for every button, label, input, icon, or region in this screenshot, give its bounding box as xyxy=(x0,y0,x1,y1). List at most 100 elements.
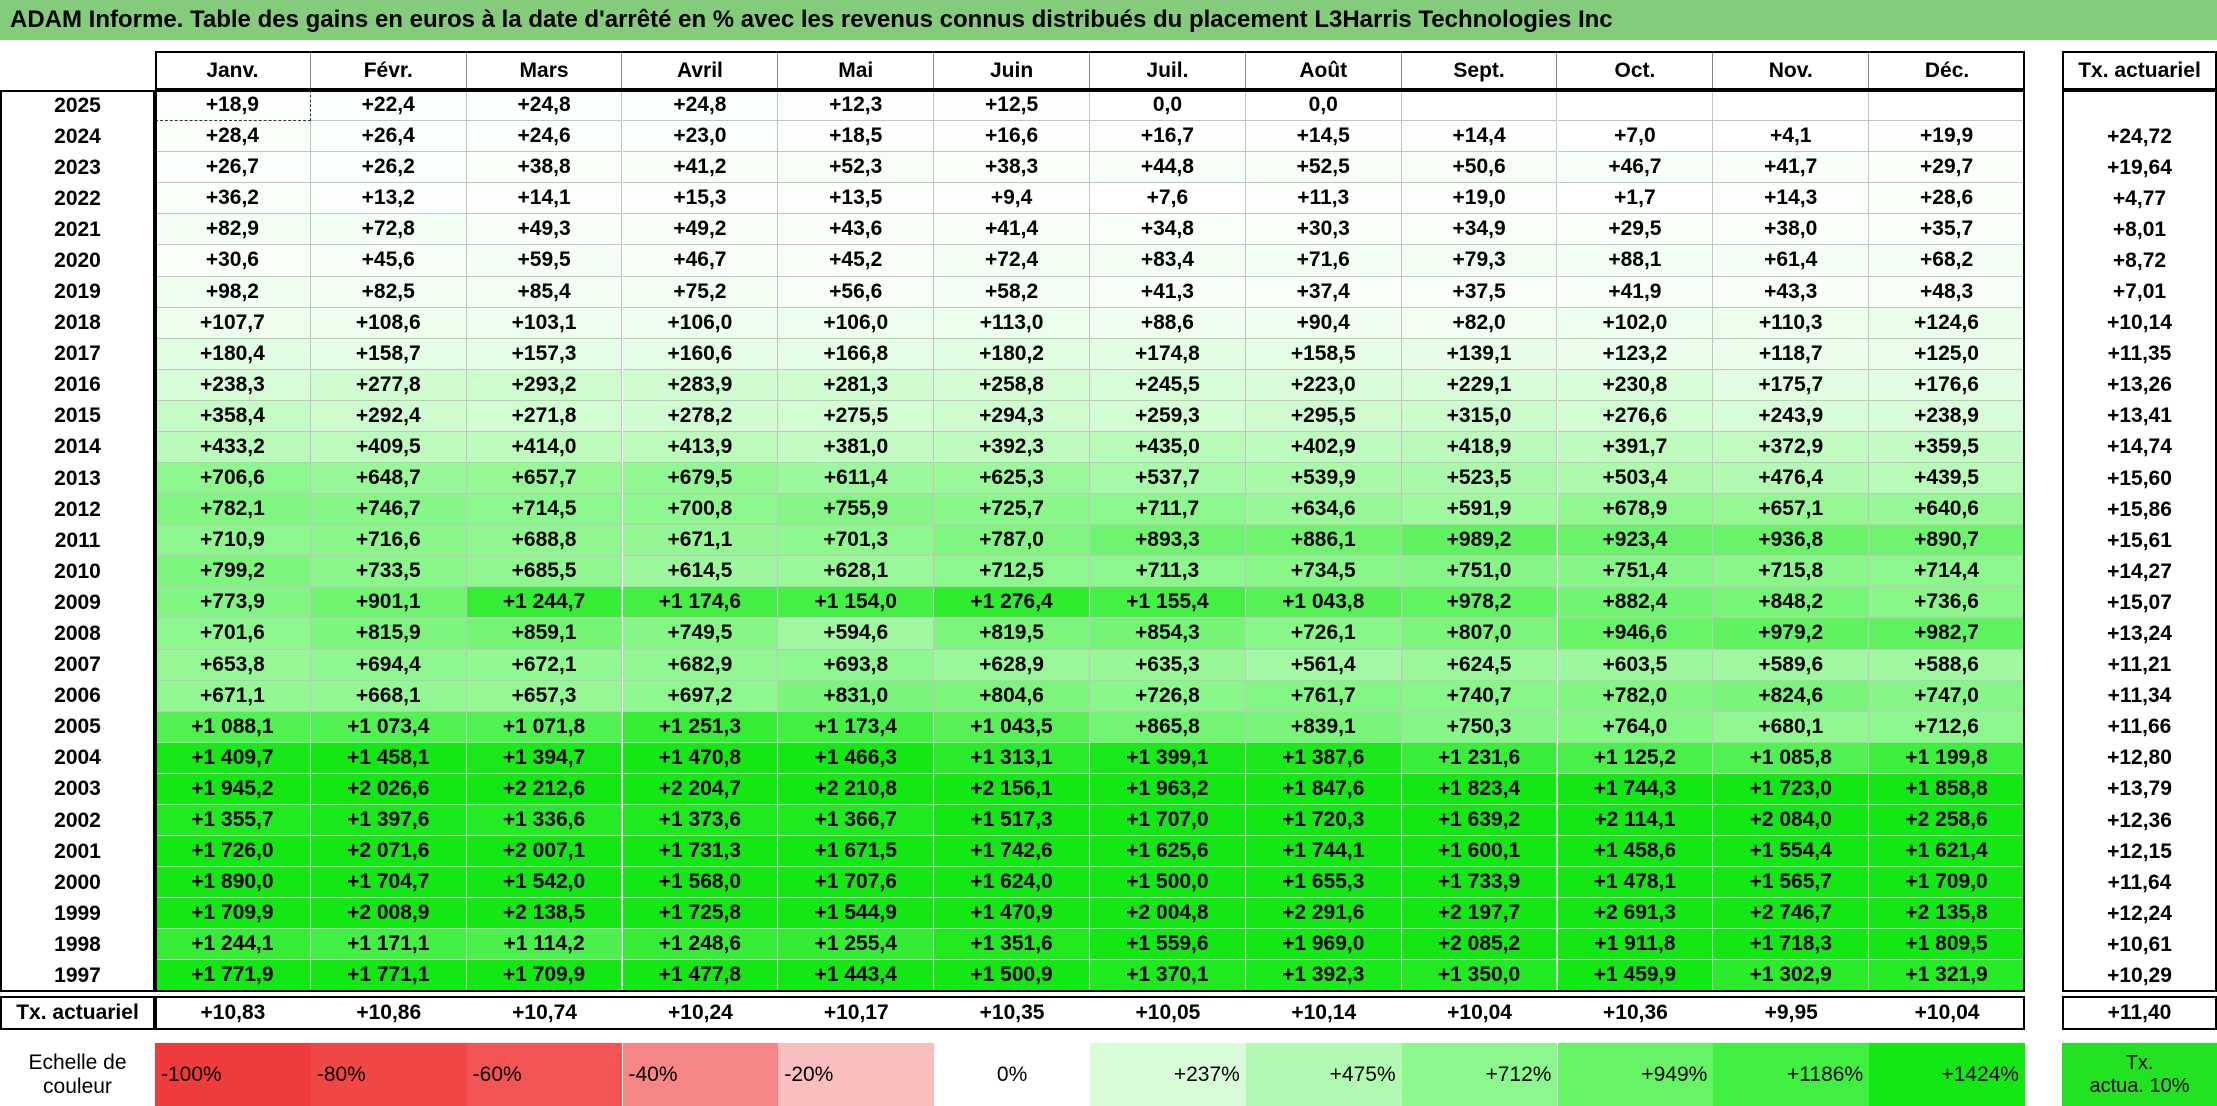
total-cell: +15,60 xyxy=(2107,466,2172,490)
cell: +1 500,9 xyxy=(934,960,1090,992)
cell: +71,6 xyxy=(1245,245,1402,277)
cell: +657,1 xyxy=(1713,494,1870,526)
column-header: Tx. actuariel xyxy=(2078,58,2201,82)
cell: +979,2 xyxy=(1713,618,1870,650)
cell: +175,7 xyxy=(1713,369,1870,401)
cell: +14,5 xyxy=(1245,121,1402,153)
cell: +44,8 xyxy=(1090,152,1246,184)
cell: +1 313,1 xyxy=(934,742,1090,774)
cell: +24,8 xyxy=(466,90,623,122)
cell: +293,2 xyxy=(466,369,623,401)
cell: 0,0 xyxy=(1245,90,1402,122)
cell: +79,3 xyxy=(1401,245,1558,277)
year-label: 2005 xyxy=(54,715,101,739)
year-label: 2025 xyxy=(54,93,101,117)
cell: +701,3 xyxy=(778,525,935,557)
cell: +1 969,0 xyxy=(1245,929,1402,961)
scale-total: Tx. actua. 10% xyxy=(2062,1043,2217,1106)
cell: +12,5 xyxy=(934,90,1090,122)
cell: +439,5 xyxy=(1869,463,2025,495)
total-cell: +11,21 xyxy=(2107,653,2172,677)
total-cell: +8,01 xyxy=(2112,217,2167,241)
column-header: Déc. xyxy=(1924,58,1970,82)
total-cell: +14,74 xyxy=(2107,435,2172,459)
scale-label-line: couleur xyxy=(43,1074,112,1098)
cell: +685,5 xyxy=(466,556,623,588)
cell: +276,6 xyxy=(1557,400,1714,432)
total-cell: +4,77 xyxy=(2112,186,2167,210)
cell: +180,4 xyxy=(155,338,311,370)
cell: +15,3 xyxy=(622,183,779,215)
cell: +295,5 xyxy=(1245,400,1402,432)
cell: +839,1 xyxy=(1245,711,1402,743)
total-cell: +15,07 xyxy=(2107,590,2172,614)
cell: +901,1 xyxy=(310,587,467,619)
cell: +824,6 xyxy=(1713,680,1870,712)
cell: +29,5 xyxy=(1557,214,1714,246)
cell xyxy=(1713,90,1870,122)
cell: +52,3 xyxy=(778,152,935,184)
cell: +41,9 xyxy=(1557,276,1714,308)
cell: +1 174,6 xyxy=(622,587,779,619)
total-cell: +12,36 xyxy=(2107,808,2172,832)
cell: +1 771,1 xyxy=(310,960,467,992)
cell: +30,6 xyxy=(155,245,311,277)
cell: +75,2 xyxy=(622,276,779,308)
cell: +1 858,8 xyxy=(1869,773,2025,805)
cell: +764,0 xyxy=(1557,711,1714,743)
cell: +59,5 xyxy=(466,245,623,277)
cell: +740,7 xyxy=(1401,680,1558,712)
cell: +982,7 xyxy=(1869,618,2025,650)
cell: +706,6 xyxy=(155,463,311,495)
cell: +14,1 xyxy=(466,183,623,215)
cell: +747,0 xyxy=(1869,680,2025,712)
cell: +118,7 xyxy=(1713,338,1870,370)
cell: +1 707,0 xyxy=(1090,804,1246,837)
cell: +591,9 xyxy=(1401,494,1558,526)
cell: +68,2 xyxy=(1869,245,2025,277)
cell: +113,0 xyxy=(934,307,1090,339)
cell: +2 746,7 xyxy=(1713,898,1870,930)
cell: +160,6 xyxy=(622,338,779,370)
cell: +38,3 xyxy=(934,152,1090,184)
cell: +48,3 xyxy=(1869,276,2025,308)
cell: +1 470,8 xyxy=(622,742,779,774)
cell: +277,8 xyxy=(310,369,467,401)
cell: +671,1 xyxy=(622,525,779,557)
cell: +1 847,6 xyxy=(1245,773,1402,805)
cell: +34,8 xyxy=(1090,214,1246,246)
footer-cell: +10,17 xyxy=(823,1001,889,1024)
year-label: 2006 xyxy=(54,684,101,708)
year-label: 2014 xyxy=(54,435,101,459)
cell: +1 600,1 xyxy=(1401,836,1558,868)
cell: +1 255,4 xyxy=(778,929,935,961)
total-cell: +10,61 xyxy=(2107,932,2172,956)
cell: +653,8 xyxy=(155,649,311,681)
cell: +26,7 xyxy=(155,152,311,184)
cell: +1 809,5 xyxy=(1869,929,2025,961)
cell: +751,4 xyxy=(1557,556,1714,588)
cell: +72,4 xyxy=(934,245,1090,277)
cell: +157,3 xyxy=(466,338,623,370)
cell: +893,3 xyxy=(1090,525,1246,557)
cell: +2 212,6 xyxy=(466,773,623,805)
cell: +1 621,4 xyxy=(1869,836,2025,868)
cell: +634,6 xyxy=(1245,494,1402,526)
cell: +358,4 xyxy=(155,400,311,432)
cell: +13,2 xyxy=(310,183,467,215)
cell: +1 276,4 xyxy=(934,587,1090,619)
cell: +682,9 xyxy=(622,649,779,681)
cell: +1 125,2 xyxy=(1557,742,1714,774)
scale-swatch: -100% xyxy=(155,1043,311,1106)
cell: +1 823,4 xyxy=(1401,773,1558,805)
cell: +614,5 xyxy=(622,556,779,588)
cell: +414,0 xyxy=(466,431,623,464)
cell: +978,2 xyxy=(1401,587,1558,619)
cell: +787,0 xyxy=(934,525,1090,557)
cell: +1 370,1 xyxy=(1090,960,1246,992)
cell: +174,8 xyxy=(1090,338,1246,370)
cell: +292,4 xyxy=(310,400,467,432)
column-header: Févr. xyxy=(311,51,467,90)
cell: +1 718,3 xyxy=(1713,929,1870,961)
cell: +668,1 xyxy=(310,680,467,712)
